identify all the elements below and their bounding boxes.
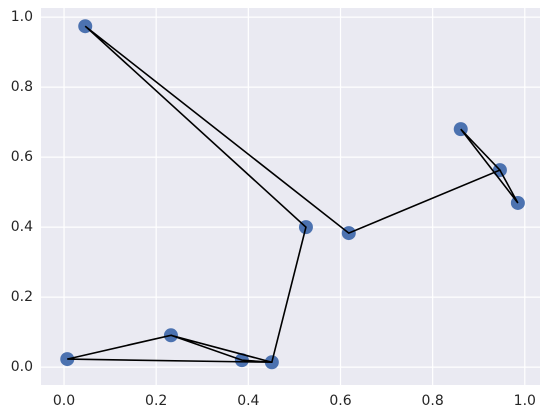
x-tick-label: 0.6 <box>329 393 351 409</box>
y-tick-label: 0.0 <box>11 359 33 375</box>
plot-area <box>41 8 540 385</box>
x-tick-label: 0.4 <box>237 393 259 409</box>
y-tick-label: 0.8 <box>11 79 33 95</box>
x-tick-label: 0.2 <box>145 393 167 409</box>
connecting-line <box>67 25 519 364</box>
x-tick-label: 0.8 <box>422 393 444 409</box>
x-tick-label: 0.0 <box>53 393 75 409</box>
y-tick-label: 0.4 <box>11 219 33 235</box>
x-tick-label: 1.0 <box>514 393 536 409</box>
y-tick-label: 0.6 <box>11 149 33 165</box>
y-tick-label: 0.2 <box>11 289 33 305</box>
y-tick-label: 1.0 <box>11 9 33 25</box>
